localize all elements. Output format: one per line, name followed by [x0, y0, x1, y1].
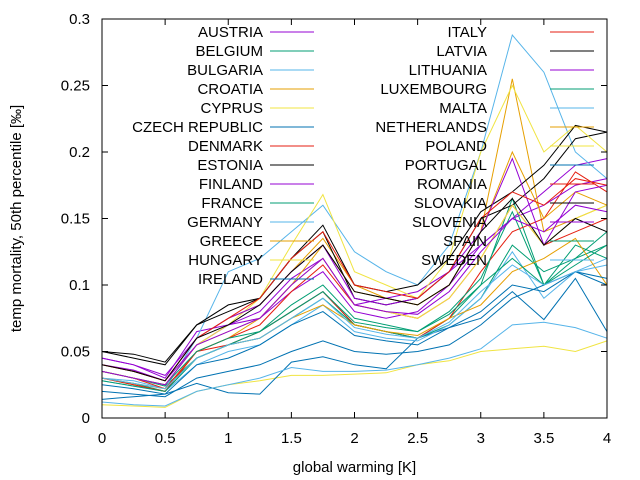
legend-label: ITALY: [448, 24, 487, 41]
legend-item: NETHERLANDS: [375, 119, 594, 136]
legend-item: PORTUGAL: [405, 157, 594, 174]
legend-label: FRANCE: [201, 195, 263, 212]
series-line-portugal: [101, 271, 608, 395]
legend-item: DENMARK: [188, 138, 314, 155]
y-tick-label: 0.05: [61, 344, 90, 361]
y-tick-label: 0: [82, 410, 90, 427]
series-line-czech-republic: [101, 277, 608, 400]
legend-label: DENMARK: [188, 138, 263, 155]
x-tick-label: 0.5: [155, 430, 176, 447]
series-line-spain: [101, 244, 608, 392]
y-tick-label: 0.1: [69, 277, 90, 294]
x-axis-label: global warming [K]: [293, 459, 416, 476]
legend-label: CZECH REPUBLIC: [132, 119, 263, 136]
series-line-luxembourg: [101, 210, 608, 386]
legend-item: AUSTRIA: [198, 24, 314, 41]
legend-label: LUXEMBOURG: [380, 81, 487, 98]
legend-label: CYPRUS: [200, 100, 263, 117]
legend-item: SWEDEN: [421, 252, 594, 269]
series-line-lithuania: [101, 157, 608, 376]
legend-item: LUXEMBOURG: [380, 81, 594, 98]
legend-label: SPAIN: [443, 233, 487, 250]
legend-item: CZECH REPUBLIC: [132, 119, 314, 136]
y-axis: 0 0.05 0.1 0.15 0.2 0.25 0.3: [61, 11, 607, 427]
legend-item: POLAND: [425, 138, 594, 155]
legend-label: SLOVENIA: [412, 214, 487, 231]
legend-item: GREECE: [200, 233, 314, 250]
series-line-sweden: [101, 264, 608, 390]
legend-item: CYPRUS: [200, 100, 314, 117]
x-tick-label: 0: [98, 430, 106, 447]
x-tick-label: 2: [350, 430, 358, 447]
y-tick-label: 0.3: [69, 11, 90, 28]
legend-label: ROMANIA: [417, 176, 487, 193]
legend-item: BULGARIA: [187, 62, 314, 79]
legend-item: LATVIA: [436, 43, 594, 60]
series-line-slovenia: [101, 204, 608, 386]
legend-item: ITALY: [448, 24, 594, 41]
series-line-malta: [101, 321, 608, 407]
plot-frame: [101, 18, 608, 419]
x-tick-label: 1.5: [281, 430, 302, 447]
legend-label: AUSTRIA: [198, 24, 263, 41]
legend-label: BULGARIA: [187, 62, 263, 79]
y-tick-label: 0.15: [61, 211, 90, 228]
legend-label: BELGIUM: [195, 43, 263, 60]
legend-label: LITHUANIA: [409, 62, 487, 79]
x-tick-label: 1: [224, 430, 232, 447]
legend-label: LATVIA: [436, 43, 487, 60]
series-line-slovakia: [101, 197, 608, 382]
legend-item: CROATIA: [197, 81, 314, 98]
legend-label: FINLAND: [199, 176, 263, 193]
legend-label: GREECE: [200, 233, 263, 250]
legend-label: MALTA: [439, 100, 487, 117]
legend-label: GERMANY: [187, 214, 263, 231]
legend-item: ESTONIA: [197, 157, 314, 174]
series-line-bulgaria: [101, 33, 608, 390]
legend-item: SLOVAKIA: [414, 195, 594, 212]
legend-item: IRELAND: [198, 271, 314, 288]
y-axis-label: temp mortality, 50th percentile [‰]: [8, 105, 25, 332]
series-lines: [101, 33, 608, 408]
legend-item: FINLAND: [199, 176, 314, 193]
series-line-ireland: [101, 271, 608, 398]
series-line-poland: [101, 204, 608, 386]
series-line-latvia: [101, 124, 608, 366]
legend-label: IRELAND: [198, 271, 263, 288]
legend-item: ROMANIA: [417, 176, 594, 193]
legend-label: SLOVAKIA: [414, 195, 487, 212]
legend-label: SWEDEN: [421, 252, 487, 269]
legend: AUSTRIA BELGIUM BULGARIA CROATIA CYPRUS CZECH…: [132, 24, 594, 288]
x-axis: 0 0.5 1 1.5 2 2.5 3 3.5 4: [98, 19, 611, 447]
legend-item: HUNGARY: [188, 252, 314, 269]
x-tick-label: 2.5: [407, 430, 428, 447]
legend-label: ESTONIA: [197, 157, 263, 174]
legend-label: HUNGARY: [188, 252, 263, 269]
legend-item: FRANCE: [201, 195, 314, 212]
legend-item: SPAIN: [443, 233, 594, 250]
legend-item: BELGIUM: [195, 43, 314, 60]
x-tick-label: 4: [603, 430, 611, 447]
x-tick-label: 3.5: [533, 430, 554, 447]
legend-label: NETHERLANDS: [375, 119, 487, 136]
legend-label: CROATIA: [197, 81, 263, 98]
legend-label: POLAND: [425, 138, 487, 155]
y-tick-label: 0.2: [69, 144, 90, 161]
y-tick-label: 0.25: [61, 78, 90, 95]
legend-item: MALTA: [439, 100, 594, 117]
legend-item: GERMANY: [187, 214, 314, 231]
x-tick-label: 3: [477, 430, 485, 447]
legend-label: PORTUGAL: [405, 157, 487, 174]
legend-item: LITHUANIA: [409, 62, 594, 79]
legend-item: SLOVENIA: [412, 214, 594, 231]
